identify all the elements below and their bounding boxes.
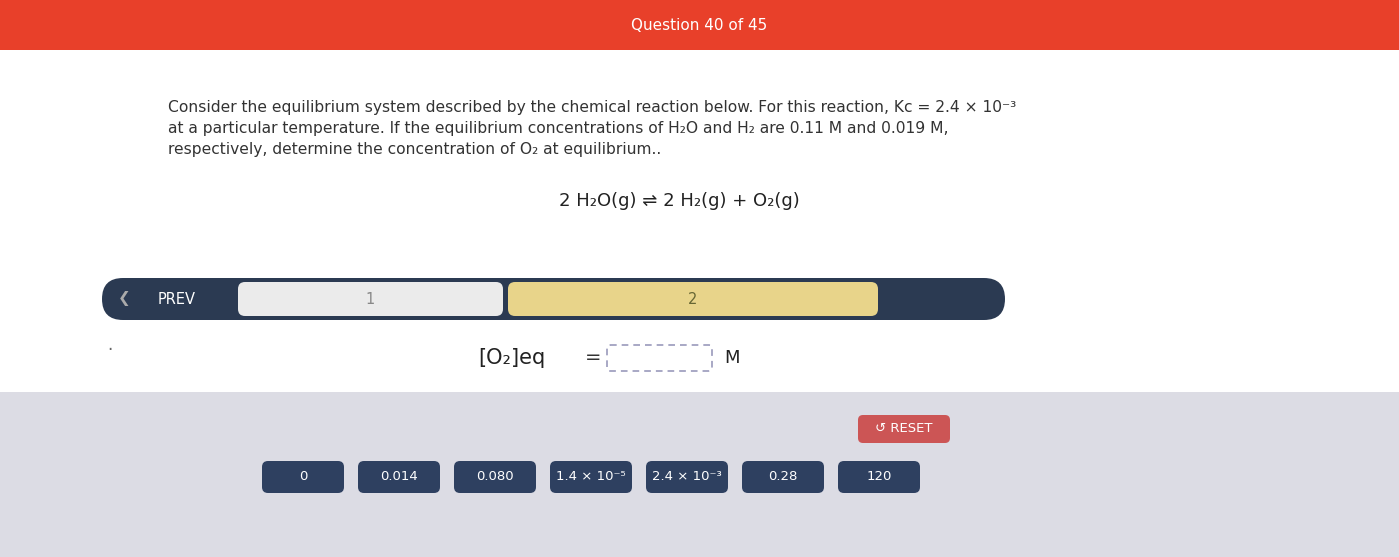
Text: 0.28: 0.28: [768, 471, 797, 483]
FancyBboxPatch shape: [607, 345, 712, 371]
Text: 1.4 × 10⁻⁵: 1.4 × 10⁻⁵: [557, 471, 625, 483]
Text: 1: 1: [367, 291, 375, 306]
FancyBboxPatch shape: [858, 415, 950, 443]
Text: [O₂]eq: [O₂]eq: [478, 348, 546, 368]
FancyBboxPatch shape: [0, 0, 1399, 50]
Text: 0.014: 0.014: [381, 471, 418, 483]
Text: ↺ RESET: ↺ RESET: [876, 423, 933, 436]
FancyBboxPatch shape: [455, 461, 536, 493]
Text: respectively, determine the concentration of O₂ at equilibrium..: respectively, determine the concentratio…: [168, 142, 662, 157]
FancyBboxPatch shape: [550, 461, 632, 493]
Text: 0: 0: [299, 471, 308, 483]
Text: ❮: ❮: [118, 291, 130, 306]
Text: Consider the equilibrium system described by the chemical reaction below. For th: Consider the equilibrium system describe…: [168, 100, 1016, 115]
Text: at a particular temperature. If the equilibrium concentrations of H₂O and H₂ are: at a particular temperature. If the equi…: [168, 121, 949, 136]
FancyBboxPatch shape: [508, 282, 879, 316]
Text: 2 H₂O(g) ⇌ 2 H₂(g) + O₂(g): 2 H₂O(g) ⇌ 2 H₂(g) + O₂(g): [560, 192, 800, 210]
Text: 2: 2: [688, 291, 698, 306]
Text: 2.4 × 10⁻³: 2.4 × 10⁻³: [652, 471, 722, 483]
Text: Question 40 of 45: Question 40 of 45: [631, 17, 768, 32]
FancyBboxPatch shape: [102, 278, 1004, 320]
FancyBboxPatch shape: [0, 50, 1399, 392]
Text: .: .: [108, 336, 113, 354]
Text: =: =: [585, 349, 602, 368]
FancyBboxPatch shape: [0, 392, 1399, 557]
FancyBboxPatch shape: [646, 461, 727, 493]
Text: M: M: [725, 349, 740, 367]
Text: 0.080: 0.080: [476, 471, 513, 483]
FancyBboxPatch shape: [838, 461, 921, 493]
FancyBboxPatch shape: [741, 461, 824, 493]
FancyBboxPatch shape: [262, 461, 344, 493]
FancyBboxPatch shape: [358, 461, 441, 493]
Text: 120: 120: [866, 471, 891, 483]
FancyBboxPatch shape: [238, 282, 504, 316]
Text: PREV: PREV: [158, 291, 196, 306]
